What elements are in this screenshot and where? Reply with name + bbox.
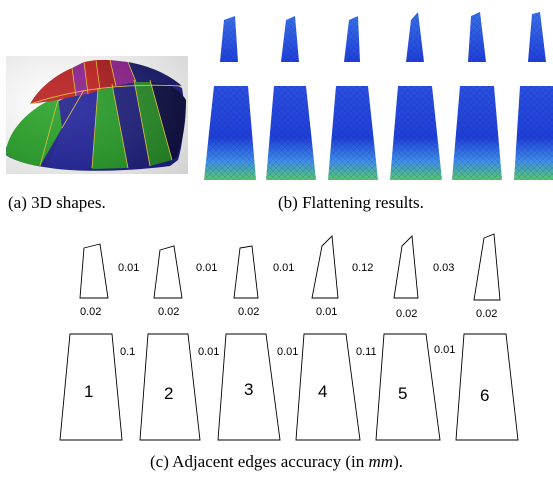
piece-number-5: 5 bbox=[398, 384, 408, 403]
piece-number-3: 3 bbox=[244, 380, 254, 399]
outline-top-3 bbox=[233, 245, 259, 299]
top-side-value-2: 0.01 bbox=[196, 262, 218, 274]
middle-value-4: 0.01 bbox=[316, 306, 338, 318]
piece-number-2: 2 bbox=[164, 384, 174, 403]
bottom-side-value-4: 0.11 bbox=[356, 346, 377, 358]
caption-b: (b) Flattening results. bbox=[278, 193, 424, 212]
caption-c: (c) Adjacent edges accuracy (in mm). bbox=[150, 452, 403, 472]
outline-bottom-2 bbox=[139, 333, 201, 441]
piece-number-6: 6 bbox=[480, 386, 490, 405]
caption-c-suffix: ). bbox=[393, 452, 404, 471]
middle-value-6: 0.02 bbox=[476, 308, 498, 320]
outline-bottom-1 bbox=[59, 333, 123, 441]
caption-c-unit: mm bbox=[368, 452, 394, 471]
middle-value-3: 0.02 bbox=[238, 306, 260, 318]
outline-top-1 bbox=[79, 243, 109, 299]
outline-top-5 bbox=[393, 235, 419, 299]
piece-number-1: 1 bbox=[84, 382, 94, 401]
bottom-side-value-2: 0.01 bbox=[198, 346, 220, 358]
bottom-side-value-3: 0.01 bbox=[277, 346, 299, 358]
top-side-value-3: 0.01 bbox=[273, 262, 295, 274]
top-side-value-1: 0.01 bbox=[118, 262, 140, 274]
piece-number-4: 4 bbox=[318, 382, 328, 401]
outline-top-4 bbox=[311, 235, 339, 299]
bottom-side-value-1: 0.1 bbox=[120, 346, 136, 358]
caption-c-prefix: (c) Adjacent edges accuracy (in bbox=[150, 452, 369, 471]
caption-a: (a) 3D shapes. bbox=[8, 193, 106, 212]
middle-value-5: 0.02 bbox=[396, 308, 418, 320]
3d-shape bbox=[6, 56, 188, 174]
flattened-top-row bbox=[220, 12, 546, 62]
top-side-value-5: 0.03 bbox=[433, 262, 455, 274]
middle-value-1: 0.02 bbox=[80, 306, 102, 318]
outline-bottom-5 bbox=[375, 333, 441, 441]
flattening-results bbox=[204, 12, 553, 180]
accuracy-outlines bbox=[59, 233, 519, 441]
outline-top-2 bbox=[153, 245, 183, 299]
top-side-value-4: 0.12 bbox=[352, 262, 374, 274]
outline-bottom-4 bbox=[295, 333, 361, 441]
outline-top-6 bbox=[473, 233, 501, 301]
middle-value-2: 0.02 bbox=[158, 306, 180, 318]
flattened-bottom-row bbox=[204, 86, 553, 180]
outline-bottom-3 bbox=[217, 333, 281, 441]
outline-bottom-6 bbox=[455, 333, 519, 441]
bottom-side-value-5: 0.01 bbox=[434, 344, 456, 356]
